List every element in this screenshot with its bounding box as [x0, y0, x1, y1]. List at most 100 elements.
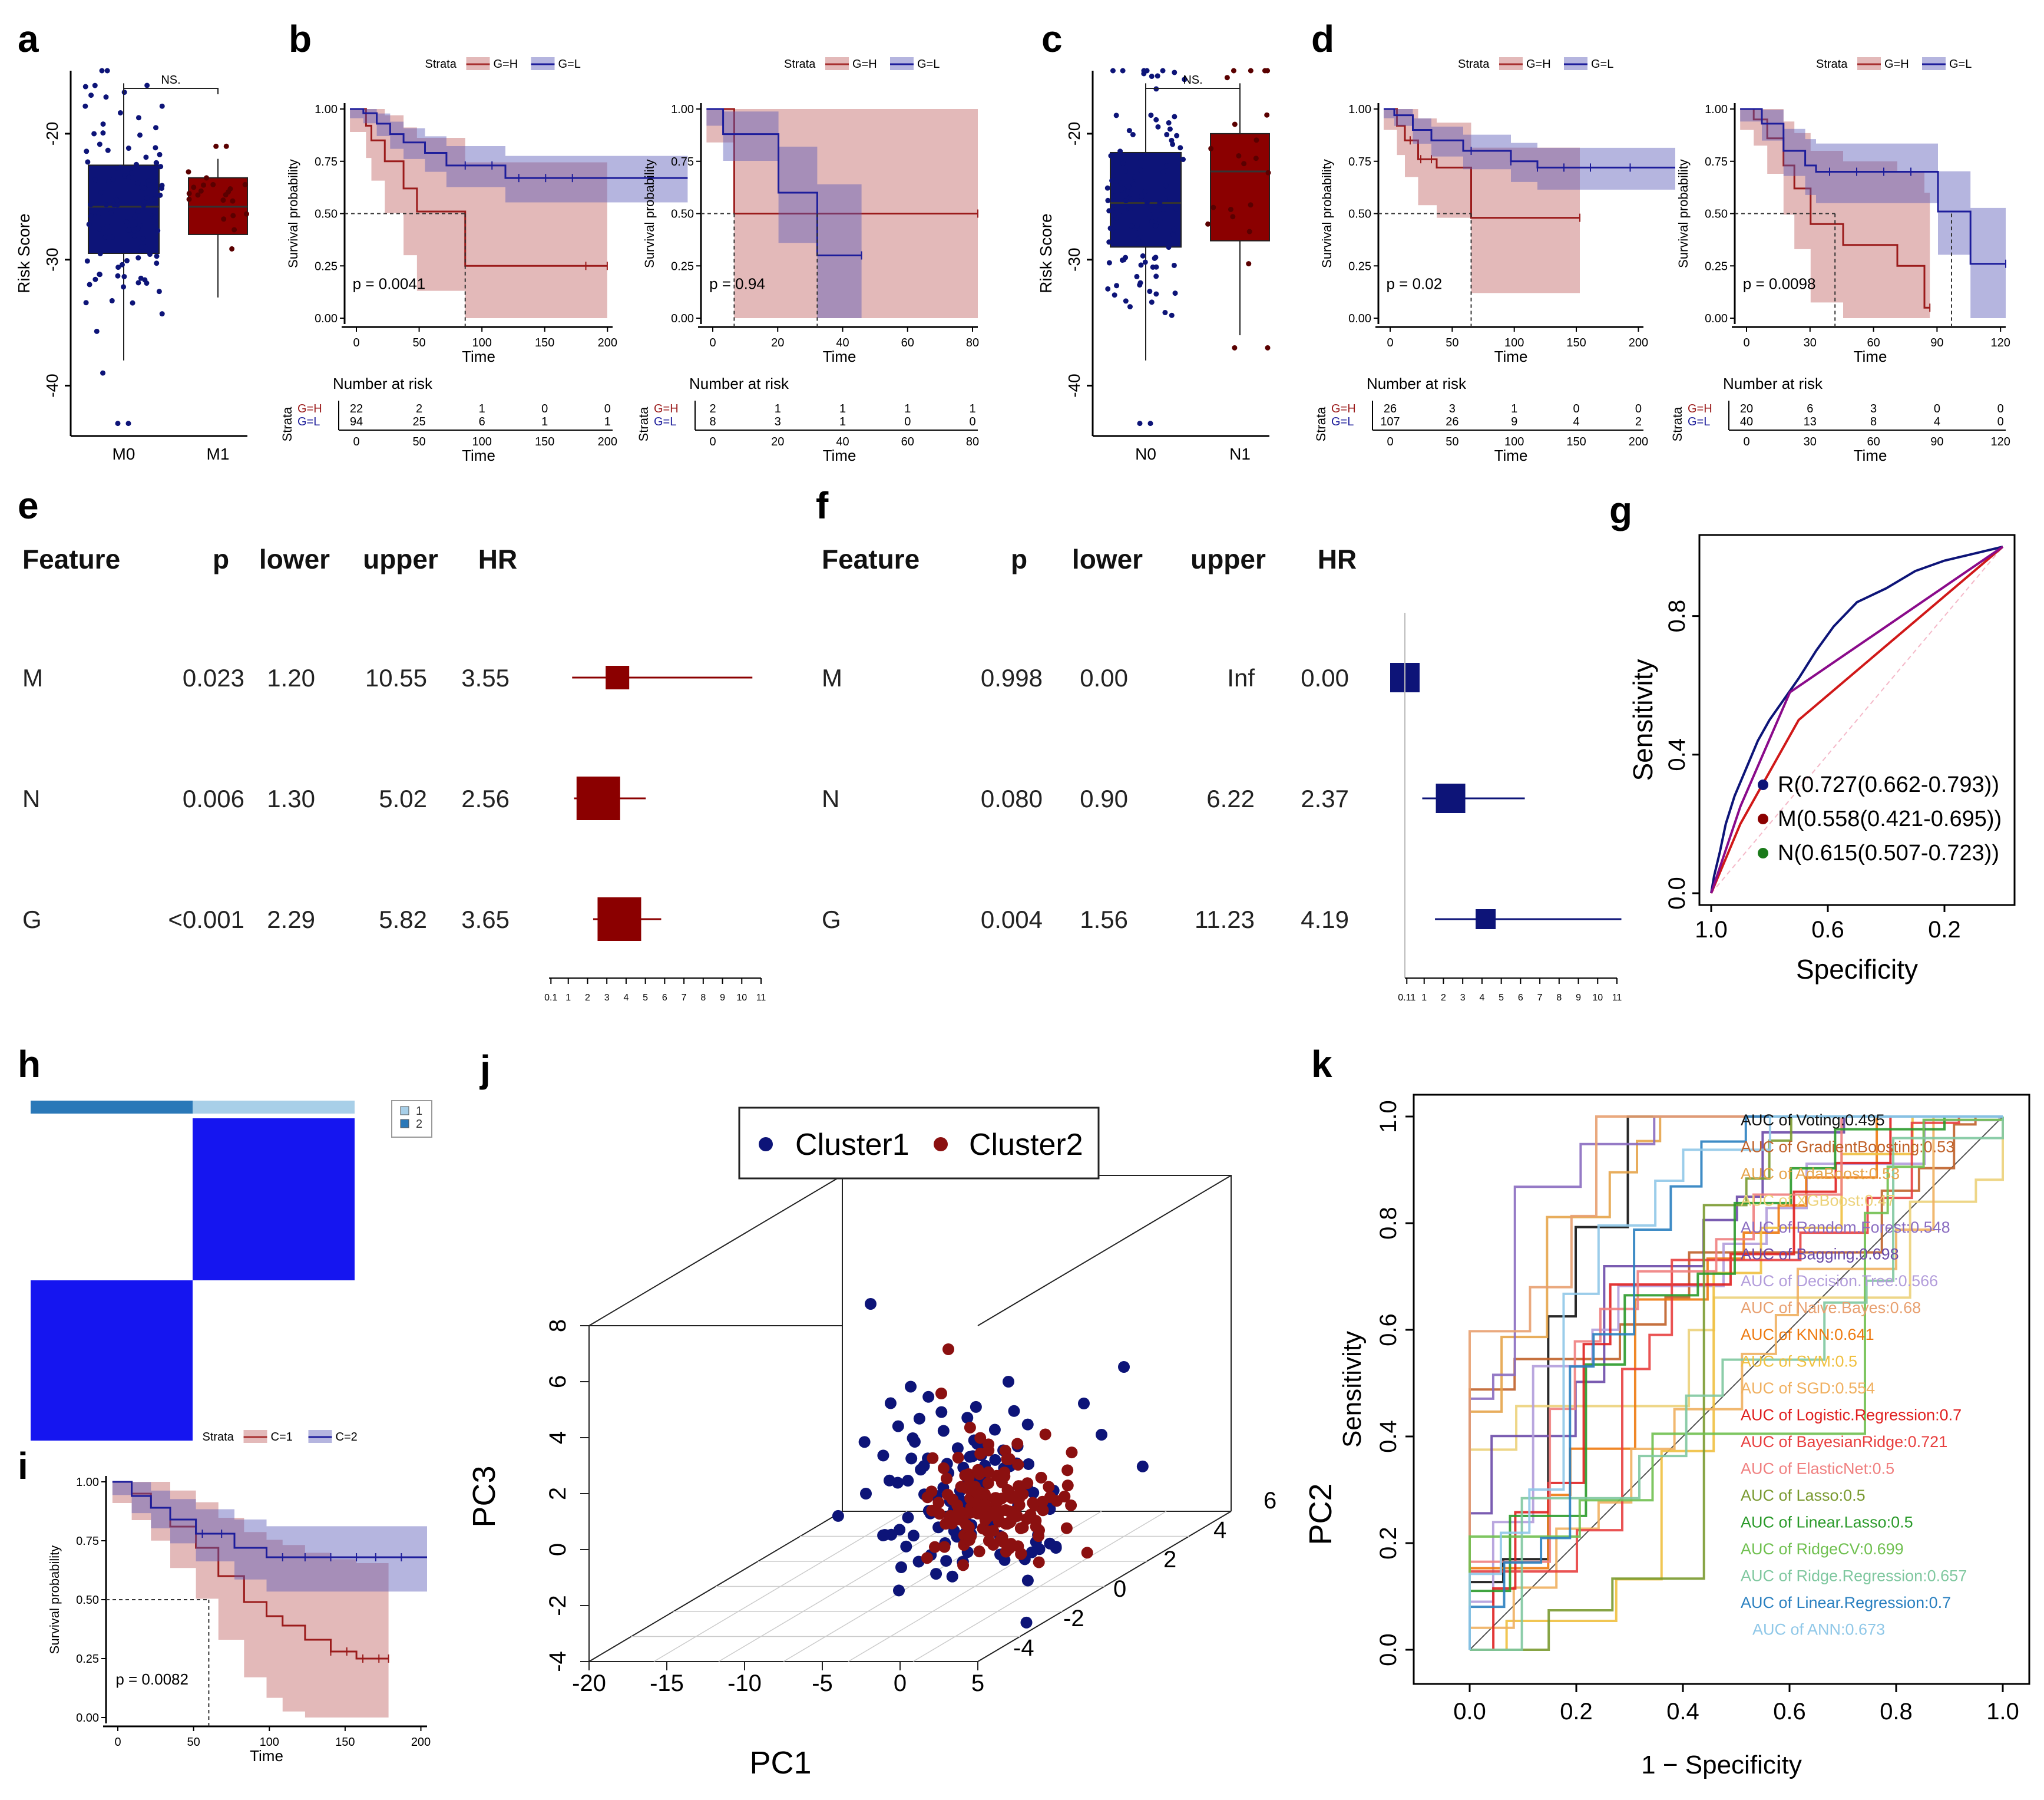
hr-marker — [576, 777, 620, 820]
forest-cell: M — [822, 664, 842, 692]
data-point — [144, 195, 150, 201]
data-point — [115, 265, 121, 270]
y-axis-label: Risk Score — [15, 213, 33, 293]
outlier-point — [1078, 1398, 1090, 1409]
y-tick-label: 0.0 — [1664, 877, 1690, 910]
data-point — [158, 164, 164, 170]
panel-label-b: b — [289, 18, 312, 60]
data-point — [97, 226, 102, 232]
data-point — [1142, 189, 1148, 194]
data-point — [141, 199, 147, 205]
cluster2-point — [998, 1470, 1011, 1482]
data-point — [1128, 191, 1134, 197]
box-N1 — [1210, 133, 1270, 242]
x-tick-label: 200 — [1629, 336, 1648, 349]
risk-count: 2 — [416, 402, 422, 415]
z-axis-label: PC2 — [1303, 1483, 1338, 1545]
data-point — [1106, 260, 1112, 266]
risk-table-y-label: Strata — [280, 407, 295, 441]
x-tick-label: 120 — [1991, 336, 2010, 349]
data-point — [153, 145, 158, 151]
data-point — [124, 257, 130, 263]
data-point — [1180, 157, 1186, 163]
forest-tick-label: 7 — [682, 993, 687, 1003]
forest-tick-label: 2 — [585, 993, 590, 1003]
plot-frame — [1413, 1094, 2030, 1685]
legend-dot-cluster1 — [759, 1137, 773, 1151]
x-tick-label: 0.8 — [1880, 1699, 1913, 1725]
legend-label: AUC of RidgeCV:0.699 — [1741, 1540, 1904, 1558]
risk-count: 107 — [1380, 415, 1400, 428]
cluster1-point — [1136, 1460, 1149, 1472]
y-tick-label: 0.75 — [76, 1535, 99, 1548]
data-point — [154, 253, 160, 259]
data-point — [1228, 206, 1233, 212]
data-point — [132, 214, 138, 220]
y-tick-label: 1.00 — [671, 103, 694, 116]
legend-label: AUC of SVM:0.5 — [1741, 1353, 1857, 1370]
y-tick-label: -20 — [1065, 122, 1083, 146]
data-point — [100, 130, 106, 136]
legend-label: R(0.727(0.662-0.793)) — [1778, 772, 1999, 797]
data-point — [1163, 183, 1169, 189]
data-point — [1135, 236, 1141, 242]
data-point — [1118, 187, 1124, 193]
risk-x-tick-label: 0 — [1387, 435, 1393, 448]
forest-cell: 5.82 — [379, 906, 427, 933]
risk-label-low: G=L — [654, 415, 676, 428]
y-tick-label: -40 — [1065, 374, 1083, 397]
forest-tick-label: 8 — [700, 993, 706, 1003]
forest-tick-label: 0.1 — [544, 993, 557, 1003]
risk-count: 9 — [1511, 415, 1517, 428]
data-point — [1172, 290, 1178, 296]
x-tick-label: 100 — [1504, 336, 1524, 349]
risk-x-axis-label: Time — [462, 447, 495, 464]
y-tick-label: 0.4 — [1664, 738, 1690, 771]
cluster2-point — [951, 1499, 964, 1511]
y-tick-label: 0.75 — [1348, 156, 1371, 169]
x-axis-label: 1 − Specificity — [1641, 1751, 1802, 1779]
cluster1-point — [892, 1420, 904, 1432]
data-point — [115, 273, 121, 279]
cluster2-point — [955, 1481, 967, 1493]
heatmap-annotation-cluster1 — [193, 1101, 355, 1114]
roc-curve — [1468, 1115, 2003, 1650]
data-point — [82, 103, 88, 109]
y-axis-label: Survival probability — [1676, 159, 1691, 268]
risk-count: 25 — [412, 415, 425, 428]
data-point — [152, 196, 158, 202]
forest-cell: 0.006 — [183, 785, 244, 813]
y-tick-label: 0 — [545, 1543, 571, 1556]
y-tick-label: 0.25 — [1705, 260, 1728, 273]
cluster1-point — [877, 1529, 889, 1541]
data-point — [1110, 68, 1116, 74]
cluster2-point — [965, 1530, 977, 1543]
legend-dot — [1758, 780, 1768, 790]
cluster2-point — [1066, 1446, 1078, 1459]
y-tick-label: 0.8 — [1375, 1207, 1401, 1240]
data-point — [97, 250, 103, 256]
pca-legend — [738, 1107, 1100, 1180]
data-point — [119, 262, 125, 267]
forest-cell: G — [822, 906, 841, 933]
data-point — [1153, 273, 1159, 279]
cluster1-point — [902, 1475, 914, 1487]
p-value: p = 0.94 — [709, 275, 765, 292]
risk-x-axis-label: Time — [823, 447, 856, 464]
risk-count: 0 — [969, 415, 975, 428]
cluster1-point — [1021, 1574, 1034, 1587]
data-point — [1138, 158, 1144, 164]
x-tick-label: 0.2 — [1560, 1699, 1593, 1725]
data-point — [198, 188, 204, 194]
data-point — [84, 148, 90, 154]
y-tick-label: 0.75 — [671, 156, 694, 169]
y-axis-label: Sensitivity — [1338, 1331, 1367, 1448]
outlier-point — [1003, 1376, 1014, 1388]
forest-tick-label: 1 — [1421, 993, 1427, 1003]
legend-label-low: C=2 — [336, 1431, 358, 1444]
data-point — [100, 370, 106, 376]
risk-count: 1 — [775, 402, 781, 415]
data-point — [122, 173, 128, 179]
data-point — [1106, 239, 1112, 245]
heatmap-legend-label-2: 2 — [416, 1118, 422, 1131]
